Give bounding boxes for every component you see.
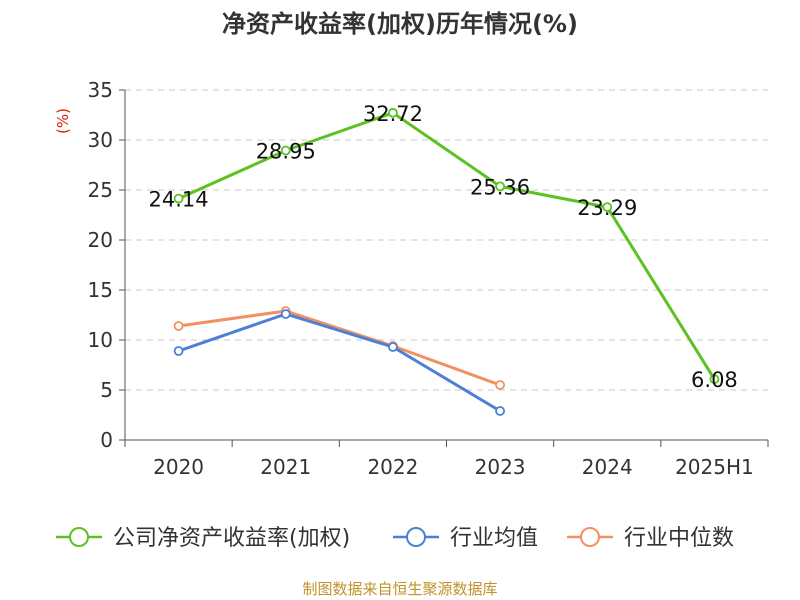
data-point (280, 145, 291, 156)
y-tick-label: 0 (100, 428, 113, 452)
series-line (177, 111, 716, 380)
source-note: 制图数据来自恒生聚源数据库 (302, 580, 498, 598)
data-label: 23.29 (577, 196, 637, 220)
y-tick-label: 25 (88, 178, 113, 202)
data-point (495, 406, 505, 416)
y-tick-label: 30 (88, 128, 113, 152)
data-point (280, 309, 291, 319)
legend-label: 公司净资产收益率(加权) (113, 526, 350, 551)
legend-swatch-marker (69, 527, 89, 547)
y-tick-label: 15 (88, 278, 113, 302)
data-label: 25.36 (470, 175, 530, 199)
x-tick-label: 2021 (260, 455, 311, 479)
series-line (178, 309, 501, 387)
axes (119, 89, 769, 447)
data-point (388, 342, 398, 352)
data-point (709, 374, 720, 385)
data-point (173, 321, 184, 331)
data-point (173, 346, 184, 356)
x-tick-label: 2025H1 (675, 455, 754, 479)
y-tick-label: 35 (88, 78, 113, 102)
y-tick-label: 20 (88, 228, 113, 252)
legend-swatch-marker (580, 527, 600, 547)
legend: 公司净资产收益率(加权) 行业均值 行业中位数 (56, 526, 734, 551)
data-label: 6.08 (691, 368, 738, 392)
legend-swatch-marker (406, 527, 426, 547)
x-tick-labels: 2020 2021 2022 2023 2024 2025H1 (153, 455, 754, 479)
grid-lines (125, 89, 768, 391)
y-tick-label: 5 (100, 378, 113, 402)
data-label: 28.95 (256, 140, 316, 164)
series-group (173, 107, 720, 416)
data-point (388, 107, 398, 118)
x-tick-label: 2023 (475, 455, 526, 479)
x-tick-label: 2022 (367, 455, 418, 479)
legend-label: 行业均值 (450, 526, 538, 551)
x-tick-label: 2024 (582, 455, 633, 479)
x-tick-label: 2020 (153, 455, 204, 479)
series-line (178, 312, 501, 413)
data-point (602, 202, 613, 213)
y-tick-labels: 0 5 10 15 20 25 30 35 (88, 78, 113, 452)
data-label: 32.72 (363, 102, 423, 126)
data-label: 24.14 (149, 188, 209, 212)
data-labels: 24.14 28.95 32.72 25.36 23.29 6.08 (149, 102, 738, 392)
data-point (495, 181, 505, 192)
data-point (173, 193, 184, 204)
chart-title: 净资产收益率(加权)历年情况(%) (222, 10, 578, 38)
legend-label: 行业中位数 (624, 526, 734, 551)
y-tick-label: 10 (88, 328, 113, 352)
data-point (495, 380, 505, 390)
